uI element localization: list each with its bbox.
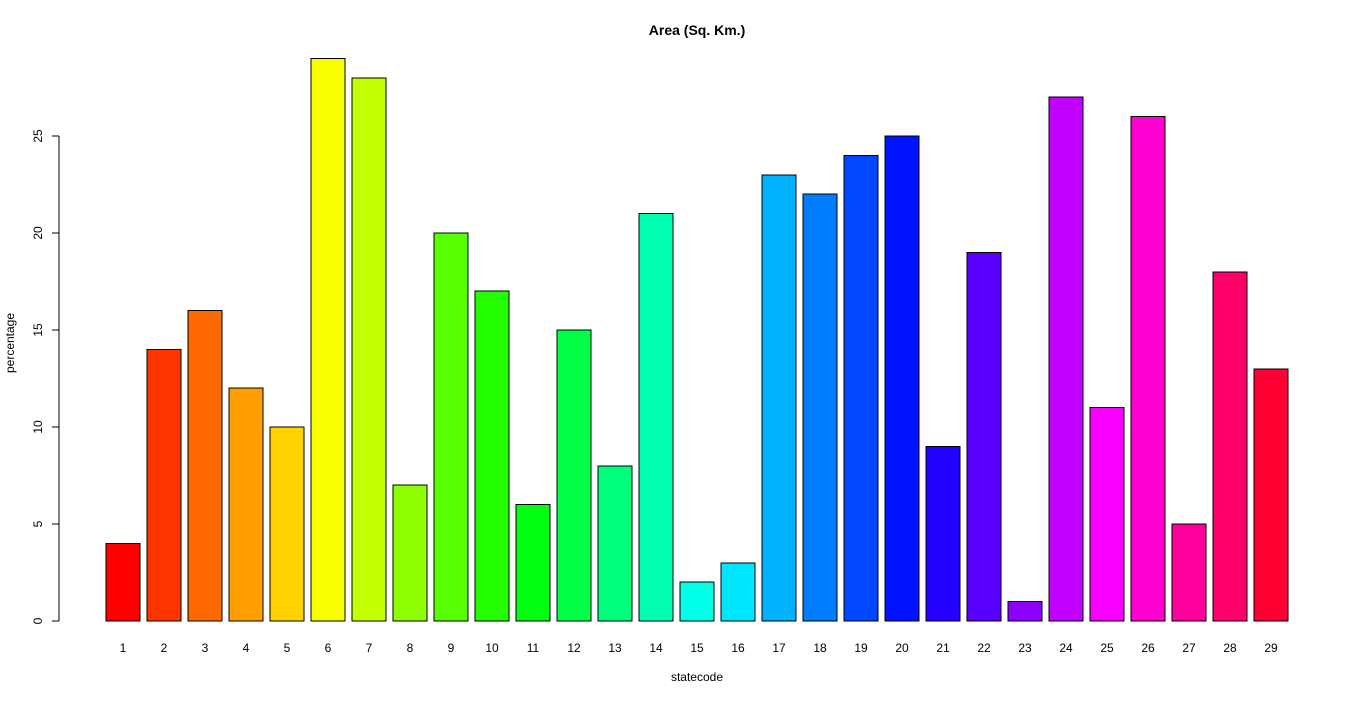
bar-10 — [474, 290, 510, 622]
x-tick-label: 17 — [772, 641, 786, 655]
bar-16 — [720, 562, 756, 622]
bar-20 — [884, 135, 920, 622]
bar-28 — [1212, 271, 1248, 622]
bar-14 — [638, 213, 674, 622]
x-tick-label: 21 — [936, 641, 950, 655]
bar-24 — [1048, 96, 1084, 622]
bar-15 — [679, 581, 715, 622]
x-tick-label: 12 — [567, 641, 581, 655]
y-tick-label: 15 — [31, 323, 45, 337]
x-tick-label: 6 — [325, 641, 332, 655]
bar-19 — [843, 154, 879, 622]
x-tick-label: 1 — [120, 641, 127, 655]
x-tick-label: 25 — [1100, 641, 1114, 655]
bar-29 — [1253, 368, 1289, 622]
x-tick-label: 2 — [161, 641, 168, 655]
bar-4 — [228, 387, 264, 622]
x-tick-label: 20 — [895, 641, 909, 655]
bar-9 — [433, 232, 469, 622]
bar-18 — [802, 193, 838, 622]
x-tick-label: 23 — [1018, 641, 1032, 655]
x-tick-label: 26 — [1141, 641, 1155, 655]
x-tick-label: 10 — [485, 641, 499, 655]
x-tick-label: 7 — [366, 641, 373, 655]
chart-title: Area (Sq. Km.) — [649, 22, 745, 38]
y-tick-label: 25 — [31, 129, 45, 143]
x-axis-label: statecode — [671, 670, 723, 684]
y-tick-label: 10 — [31, 420, 45, 434]
x-tick-label: 15 — [690, 641, 704, 655]
bar-1 — [105, 542, 141, 622]
bar-12 — [556, 329, 592, 622]
bar-7 — [351, 77, 387, 622]
y-axis: 0 5 10 15 20 25 — [31, 129, 60, 624]
x-tick-label: 22 — [977, 641, 991, 655]
x-tick-label: 5 — [284, 641, 291, 655]
bar-26 — [1130, 116, 1166, 622]
x-tick-label: 11 — [527, 641, 540, 655]
bar-22 — [966, 251, 1002, 622]
y-tick-label: 0 — [31, 617, 45, 624]
bar-5 — [269, 426, 305, 622]
bar-27 — [1171, 523, 1207, 622]
bar-8 — [392, 484, 428, 622]
x-tick-label: 16 — [731, 641, 745, 655]
x-tick-labels: 1 2 3 4 5 6 7 8 9 10 11 12 13 14 15 16 17 18 19 20 21 22 23 24 2… — [120, 641, 1278, 655]
bar-25 — [1089, 407, 1125, 622]
x-tick-label: 24 — [1059, 641, 1073, 655]
x-tick-label: 14 — [649, 641, 663, 655]
x-tick-label: 9 — [448, 641, 455, 655]
x-tick-label: 4 — [243, 641, 250, 655]
x-tick-label: 13 — [608, 641, 622, 655]
bars-group — [105, 57, 1289, 622]
x-tick-label: 8 — [407, 641, 414, 655]
bar-13 — [597, 465, 633, 622]
x-tick-label: 18 — [813, 641, 827, 655]
bar-3 — [187, 310, 223, 622]
y-tick-label: 20 — [31, 226, 45, 240]
x-tick-label: 3 — [202, 641, 209, 655]
x-tick-label: 27 — [1182, 641, 1196, 655]
bar-11 — [515, 504, 551, 622]
x-tick-label: 19 — [854, 641, 868, 655]
x-tick-label: 29 — [1264, 641, 1278, 655]
bar-23 — [1007, 601, 1043, 622]
bar-6 — [310, 57, 346, 622]
bar-2 — [146, 348, 182, 622]
y-axis-label: percentage — [3, 313, 17, 373]
bar-17 — [761, 174, 797, 622]
y-tick-label: 5 — [31, 520, 45, 527]
bar-21 — [925, 445, 961, 622]
x-tick-label: 28 — [1223, 641, 1237, 655]
